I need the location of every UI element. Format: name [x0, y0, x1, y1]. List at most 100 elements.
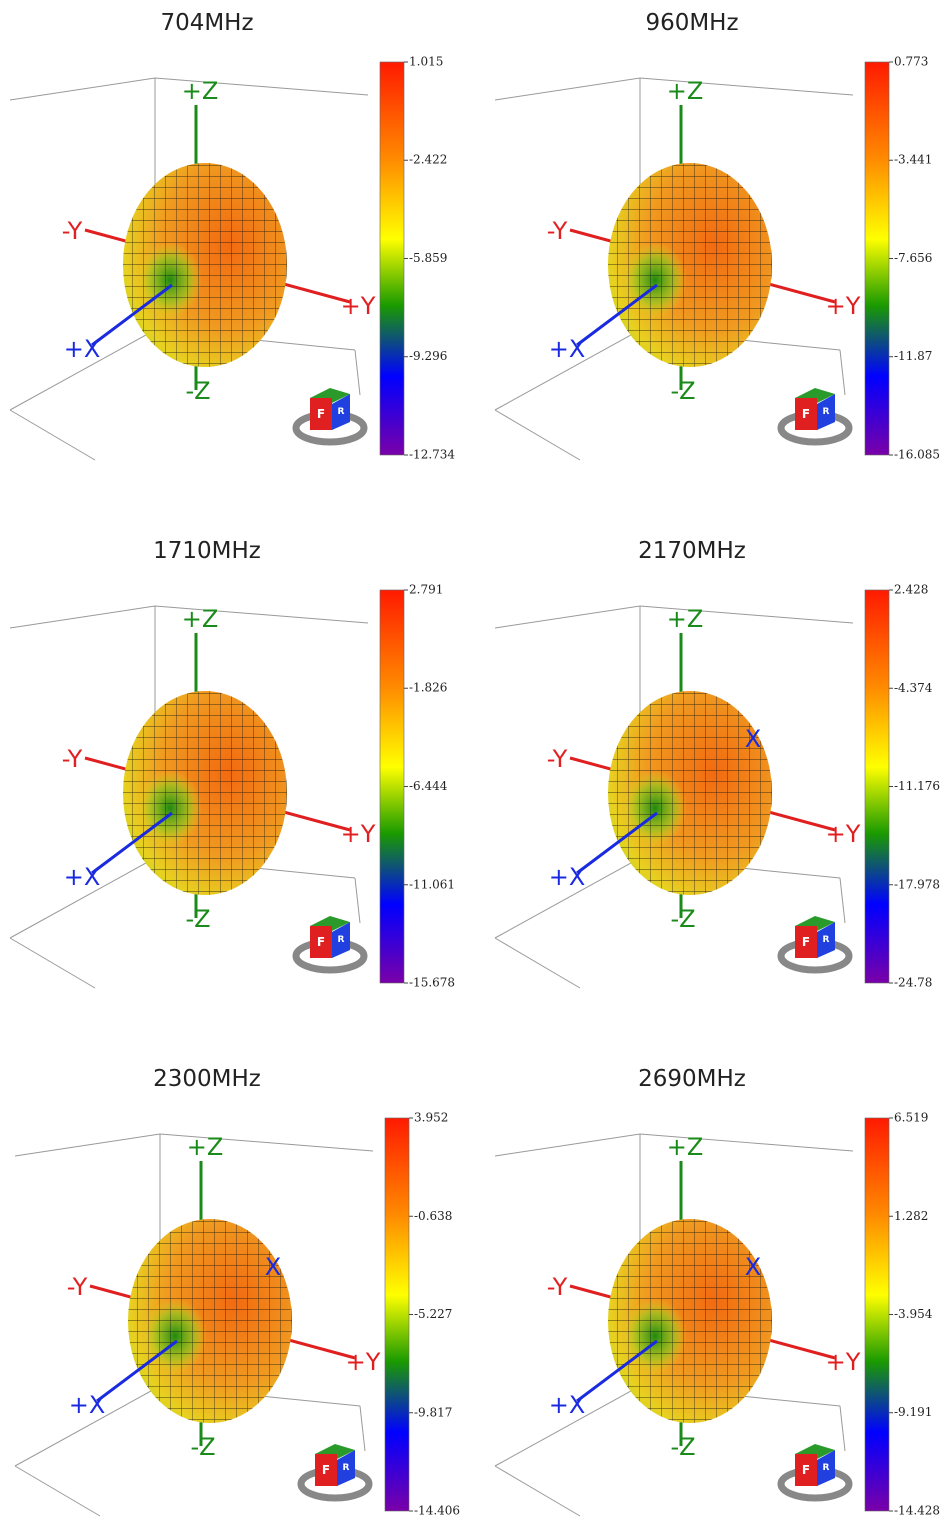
- panel: 2170MHz +Z -Z -Y +Y +X X F R 2.428 -4.374 -11.176 -1…: [494, 538, 940, 990]
- axis-label: -Y: [67, 1273, 88, 1301]
- pattern-mesh: [123, 163, 287, 367]
- axis-label: +Z: [182, 77, 219, 105]
- colorbar-tick-label: 0.773: [894, 55, 928, 69]
- axis-label: -Z: [190, 1433, 215, 1461]
- axis-label: +X: [549, 1391, 586, 1419]
- axis-label: -Y: [547, 217, 568, 245]
- pattern-mesh: [608, 1219, 772, 1423]
- colorbar-tick-label: -16.085: [894, 448, 940, 462]
- panel: 2690MHz +Z -Z -Y +Y +X X F R 6.519 1.282 -3.954 -9.1…: [494, 1066, 940, 1518]
- panel: 704MHz +Z -Z -Y +Y +X F R 1.015 -2.422 -5.859 -9.29…: [9, 10, 455, 462]
- cube-letter: R: [338, 407, 345, 417]
- axis-label: +Z: [182, 605, 219, 633]
- axis-label: -Z: [670, 1433, 695, 1461]
- colorbar: [864, 1117, 890, 1512]
- colorbar-tick-label: -0.638: [414, 1209, 452, 1223]
- colorbar-tick-label: -5.859: [409, 251, 447, 265]
- colorbar-tick-label: 2.428: [894, 583, 928, 597]
- axis-label: +Y: [341, 292, 376, 320]
- colorbar-tick-label: -11.061: [409, 877, 455, 891]
- x-axis: [576, 1339, 658, 1403]
- axis-label: +Z: [667, 605, 704, 633]
- colorbar-tick-label: -17.978: [894, 877, 940, 891]
- axis-label: +Z: [667, 77, 704, 105]
- colorbar-tick-label: -12.734: [409, 448, 455, 462]
- colorbar-tick-label: -9.296: [409, 349, 447, 363]
- cube-front: [310, 926, 332, 958]
- colorbar: [379, 589, 405, 984]
- colorbar-tick-label: -9.191: [894, 1405, 932, 1419]
- cube-letter: F: [317, 407, 325, 421]
- colorbar-tick-label: -6.444: [409, 779, 448, 793]
- cube-letter: F: [802, 407, 810, 421]
- colorbar-tick-label: -7.656: [894, 251, 932, 265]
- colorbar: [384, 1117, 410, 1512]
- axis-label: +X: [64, 335, 101, 363]
- panel: 2300MHz +Z -Z -Y +Y +X X F R 3.952 -0.638 -5.227 -9.…: [14, 1066, 460, 1518]
- colorbar-tick-label: 6.519: [894, 1111, 928, 1125]
- colorbar-tick-label: -15.678: [409, 976, 455, 990]
- axis-label: -Z: [185, 905, 210, 933]
- axis-label: +X: [549, 335, 586, 363]
- colorbar-tick-label: -11.87: [894, 349, 932, 363]
- pattern-mesh: [608, 691, 772, 895]
- axis-label: +Z: [667, 1133, 704, 1161]
- axis-label: X: [745, 725, 761, 753]
- pattern-mesh: [123, 691, 287, 895]
- cube-front: [795, 1454, 817, 1486]
- cube-right: [332, 922, 350, 958]
- axis-label: +Y: [826, 820, 861, 848]
- cube-letter: R: [823, 935, 830, 945]
- colorbar: [379, 61, 405, 456]
- cube-front: [315, 1454, 337, 1486]
- cube-letter: F: [802, 1463, 810, 1477]
- axis-label: +X: [64, 863, 101, 891]
- cube-letter: R: [823, 1463, 830, 1473]
- axis-label: -Z: [670, 377, 695, 405]
- colorbar-tick-label: -24.78: [894, 976, 932, 990]
- cube-letter: R: [823, 407, 830, 417]
- axis-label: +Y: [346, 1348, 381, 1376]
- colorbar-tick-label: -3.954: [894, 1307, 933, 1321]
- cube-letter: F: [802, 935, 810, 949]
- axis-label: -Y: [547, 745, 568, 773]
- colorbar-tick-label: -11.176: [894, 779, 940, 793]
- panel-title: 1710MHz: [153, 538, 261, 564]
- axis-label: +X: [69, 1391, 106, 1419]
- panel-title: 2690MHz: [638, 1066, 746, 1092]
- x-axis: [91, 283, 173, 347]
- cube-right: [337, 1450, 355, 1486]
- colorbar: [864, 589, 890, 984]
- colorbar-tick-label: -9.817: [414, 1405, 452, 1419]
- axis-label: +Y: [826, 292, 861, 320]
- cube-front: [795, 926, 817, 958]
- colorbar-tick-label: 2.791: [409, 583, 443, 597]
- axis-label: -Y: [62, 745, 83, 773]
- colorbar-tick-label: -14.428: [894, 1504, 940, 1518]
- x-axis: [576, 811, 658, 875]
- panel-title: 704MHz: [160, 10, 253, 36]
- pattern-mesh: [128, 1219, 292, 1423]
- cube-letter: R: [338, 935, 345, 945]
- axis-label: X: [745, 1253, 761, 1281]
- colorbar-tick-label: -14.406: [414, 1504, 460, 1518]
- cube-letter: F: [322, 1463, 330, 1477]
- axis-label: +Y: [341, 820, 376, 848]
- colorbar-tick-label: -4.374: [894, 681, 933, 695]
- axis-label: +Y: [826, 1348, 861, 1376]
- cube-letter: F: [317, 935, 325, 949]
- colorbar-tick-label: -2.422: [409, 153, 447, 167]
- panel-title: 2170MHz: [638, 538, 746, 564]
- colorbar-tick-label: 1.282: [894, 1209, 928, 1223]
- axis-label: X: [265, 1253, 281, 1281]
- colorbar-tick-label: 3.952: [414, 1111, 448, 1125]
- axis-label: -Z: [670, 905, 695, 933]
- cube-front: [795, 398, 817, 430]
- panel-title: 2300MHz: [153, 1066, 261, 1092]
- panel: 1710MHz +Z -Z -Y +Y +X F R 2.791 -1.826 -6.444 -11.…: [9, 538, 455, 990]
- axis-label: +X: [549, 863, 586, 891]
- axis-label: +Z: [187, 1133, 224, 1161]
- colorbar-tick-label: -1.826: [409, 681, 447, 695]
- cube-right: [817, 1450, 835, 1486]
